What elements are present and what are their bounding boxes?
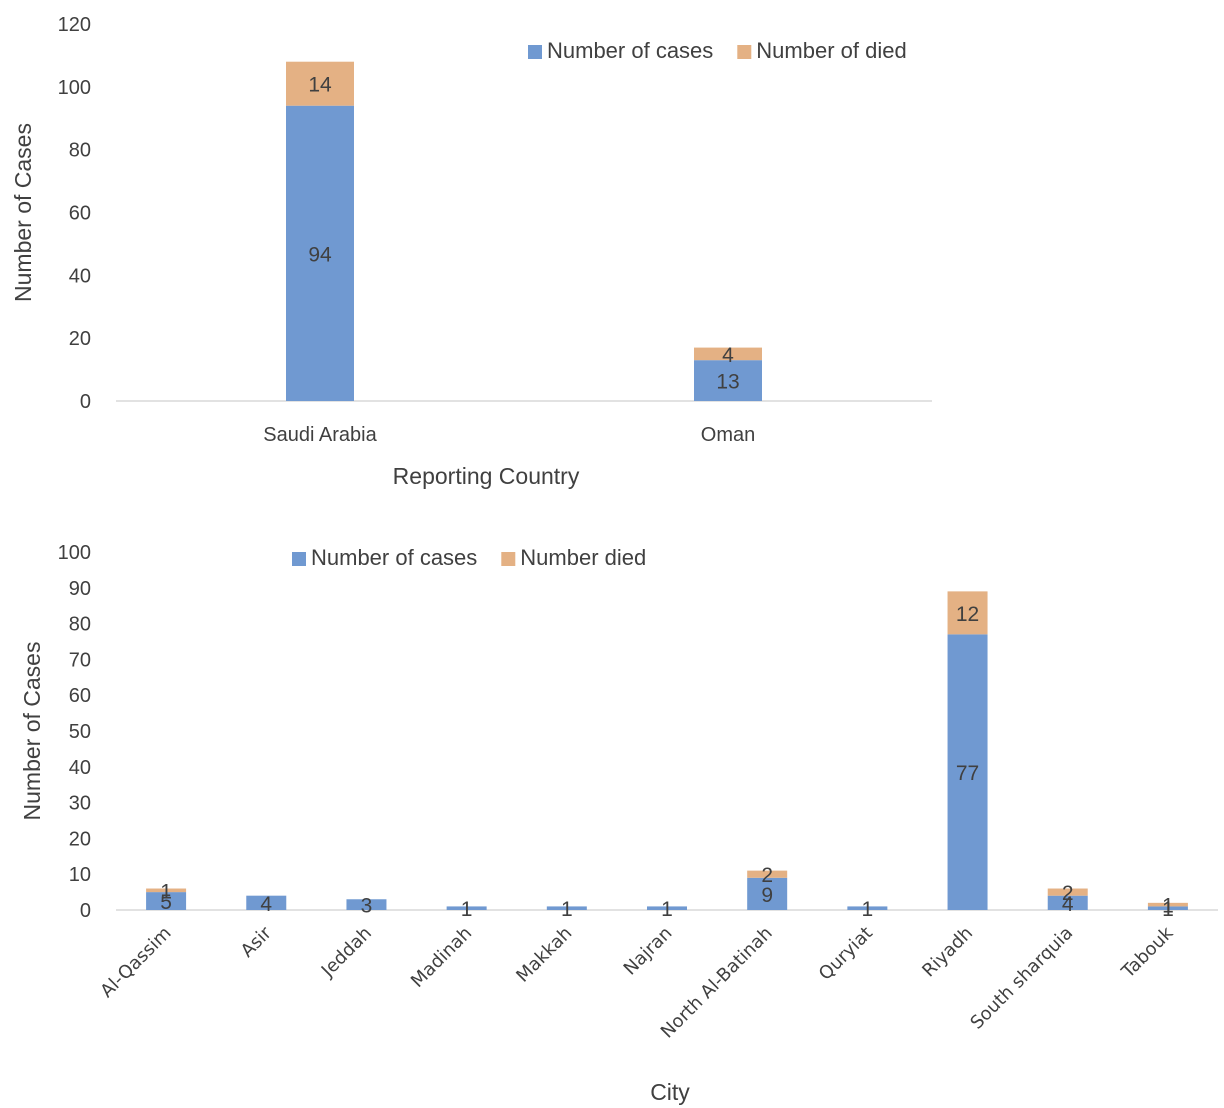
data-label-cases: 1 — [1162, 898, 1174, 921]
x-tick-label: Al-Qassim — [96, 923, 175, 1002]
bar-cases-north-al-batinah — [747, 877, 788, 910]
city-chart: 0 10 20 30 40 50 60 70 80 90 100 Number of Cases Cit… — [19, 542, 1218, 1105]
y-tick-label: 60 — [69, 685, 91, 707]
legend-swatch-died — [737, 45, 752, 59]
x-tick-label: Quryiat — [815, 923, 877, 985]
x-axis-title: City — [650, 1079, 690, 1105]
bar-cases-tabouk — [1147, 906, 1188, 910]
y-tick-label: 0 — [80, 391, 91, 413]
legend-swatch-died — [501, 552, 516, 566]
data-label-cases: 1 — [561, 898, 573, 921]
y-axis-title: Number of Cases — [19, 642, 45, 821]
x-tick-label: Makkah — [512, 923, 576, 987]
y-tick-label: 100 — [58, 77, 91, 99]
data-label-cases: 13 — [716, 371, 739, 394]
x-tick-label: Asir — [237, 922, 276, 961]
legend-label: Number of cases — [547, 38, 713, 63]
data-label-died: 2 — [761, 864, 773, 887]
bar-died-south-sharquia — [1047, 888, 1088, 896]
y-tick-label: 60 — [69, 203, 91, 225]
y-tick-label: 90 — [69, 578, 91, 600]
bar-cases-makkah — [546, 906, 587, 910]
y-tick-label: 80 — [69, 140, 91, 162]
data-label-cases: 1 — [461, 898, 473, 921]
y-tick-label: 40 — [69, 265, 91, 287]
y-tick-label: 40 — [69, 757, 91, 779]
y-tick-label: 0 — [80, 900, 91, 922]
bar-cases-quryiat — [847, 906, 888, 910]
data-label-died: 12 — [956, 603, 979, 626]
bar-cases-riyadh — [947, 634, 988, 910]
data-label-cases: 4 — [260, 893, 272, 916]
legend-label: Number of died — [756, 38, 906, 63]
data-label-died: 1 — [160, 880, 172, 903]
bar-died-saudi-arabia — [286, 61, 354, 106]
x-tick-label: Madinah — [407, 923, 476, 992]
bar-died-al-qassim — [146, 888, 187, 893]
bar-cases-al-qassim — [146, 892, 187, 910]
y-tick-label: 80 — [69, 614, 91, 636]
data-label-cases: 4 — [1062, 893, 1074, 916]
data-label-cases: 5 — [160, 891, 172, 914]
bar-died-oman — [694, 347, 762, 361]
bar-died-north-al-batinah — [747, 870, 788, 878]
data-label-cases: 77 — [956, 762, 979, 785]
x-tick-label: South sharquia — [966, 923, 1077, 1034]
data-label-cases: 3 — [361, 895, 373, 918]
y-tick-label: 30 — [69, 793, 91, 815]
data-label-died: 4 — [722, 344, 734, 367]
x-tick-label: Najran — [620, 923, 677, 980]
legend-label: Number of cases — [311, 545, 477, 570]
bar-died-tabouk — [1147, 902, 1188, 907]
data-label-died: 1 — [1162, 895, 1174, 918]
bar-cases-south-sharquia — [1047, 895, 1088, 910]
y-tick-label: 70 — [69, 649, 91, 671]
y-axis-title: Number of Cases — [10, 123, 36, 302]
y-tick-label: 20 — [69, 828, 91, 850]
data-label-died: 2 — [1062, 882, 1074, 905]
y-tick-label: 120 — [58, 14, 91, 36]
x-axis-title: Reporting Country — [393, 463, 580, 489]
x-tick-label: North Al-Batinah — [657, 923, 777, 1043]
data-label-cases: 1 — [862, 898, 874, 921]
bar-cases-jeddah — [346, 899, 387, 910]
y-tick-label: 10 — [69, 864, 91, 886]
x-tick-label: Tabouk — [1117, 922, 1178, 983]
bar-cases-madinah — [446, 906, 487, 910]
data-label-died: 14 — [308, 74, 332, 97]
y-tick-label: 100 — [58, 542, 91, 564]
country-chart: 0 20 40 60 80 100 120 Number of Cases Reporting … — [10, 14, 932, 489]
bar-died-riyadh — [947, 591, 988, 635]
data-label-cases: 94 — [308, 243, 332, 266]
data-label-cases: 1 — [661, 898, 673, 921]
bar-cases-oman — [694, 360, 762, 401]
legend-label: Number died — [520, 545, 646, 570]
legend-swatch-cases — [292, 552, 306, 566]
bar-cases-saudi-arabia — [286, 105, 354, 401]
data-label-cases: 9 — [761, 884, 773, 907]
x-tick-label: Jeddah — [317, 923, 376, 982]
legend-swatch-cases — [528, 45, 542, 59]
bar-cases-najran — [647, 906, 687, 910]
x-tick-label: Oman — [701, 424, 755, 446]
x-tick-label: Riyadh — [918, 923, 977, 982]
y-tick-label: 20 — [69, 328, 91, 350]
x-tick-label: Saudi Arabia — [263, 424, 377, 446]
y-tick-label: 50 — [69, 721, 91, 743]
bar-cases-asir — [246, 895, 287, 910]
